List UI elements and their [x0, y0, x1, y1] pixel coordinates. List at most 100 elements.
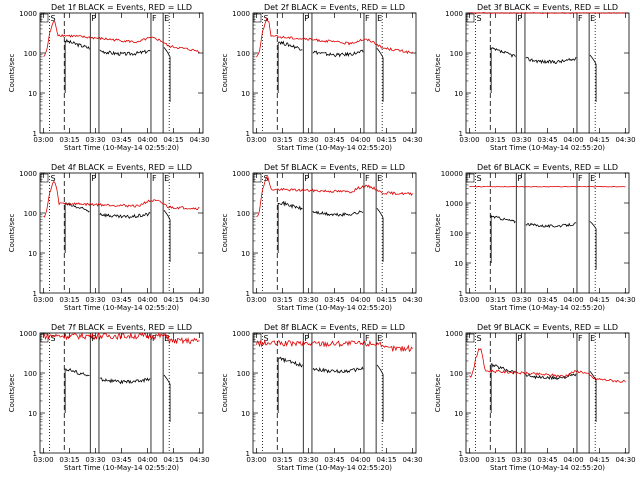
chart-title: Det 8f BLACK = Events, RED = LLD [264, 323, 405, 332]
marker-label: S [477, 174, 482, 183]
marker-label: F [365, 14, 370, 23]
marker-box [40, 333, 49, 343]
y-axis-label: Counts/sec [434, 54, 442, 93]
y-axis-label: Counts/sec [8, 54, 16, 93]
y-tick-label: 100 [237, 370, 250, 378]
events-series-segment [312, 366, 364, 374]
x-tick-label: 04:15 [163, 456, 183, 464]
x-axis-label: Start Time (10-May-14 02:55:20) [277, 304, 392, 312]
y-axis-label: Counts/sec [221, 54, 229, 93]
y-axis-label: Counts/sec [221, 374, 229, 413]
x-tick-label: 03:15 [272, 456, 292, 464]
events-series-segment [64, 368, 90, 413]
y-tick-label: 1 [459, 130, 463, 138]
x-tick-label: 04:15 [163, 296, 183, 304]
y-tick-label: 1 [33, 450, 37, 458]
x-tick-label: 04:00 [350, 456, 370, 464]
chart-title: Det 9f BLACK = Events, RED = LLD [477, 323, 618, 332]
y-tick-label: 1000 [232, 330, 250, 338]
y-axis-label: Counts/sec [8, 214, 16, 253]
events-series-segment [525, 373, 577, 381]
marker-label: P [517, 174, 522, 183]
x-axis-label: Start Time (10-May-14 02:55:20) [277, 144, 392, 152]
y-tick-label: 100 [24, 50, 37, 58]
x-tick-label: 03:45 [324, 296, 344, 304]
x-tick-label: 04:30 [402, 296, 422, 304]
y-tick-label: 100 [24, 370, 37, 378]
x-tick-label: 03:15 [485, 296, 505, 304]
chart-panel-7: Det 7f BLACK = Events, RED = LLD 1 10 100 10… [8, 323, 210, 472]
y-tick-label: 100 [237, 50, 250, 58]
events-series-segment [312, 49, 364, 58]
y-tick-label: 100 [237, 210, 250, 218]
x-tick-label: 04:15 [376, 456, 396, 464]
marker-label: E [164, 334, 169, 343]
marker-label: F [152, 14, 157, 23]
marker-box [40, 173, 49, 183]
x-tick-label: 03:00 [459, 136, 479, 144]
y-tick-label: 10 [454, 90, 463, 98]
x-tick-label: 03:15 [272, 136, 292, 144]
marker-label: P [91, 14, 96, 23]
y-tick-label: 1 [246, 130, 250, 138]
marker-box [466, 333, 475, 343]
marker-label: E [377, 174, 382, 183]
marker-label: P [91, 334, 96, 343]
x-axis-label: Start Time (10-May-14 02:55:20) [490, 464, 605, 472]
x-axis-label: Start Time (10-May-14 02:55:20) [64, 464, 179, 472]
marker-label: P [304, 334, 309, 343]
marker-label: E [590, 334, 595, 343]
y-tick-label: 10 [454, 260, 463, 268]
x-tick-label: 04:00 [350, 296, 370, 304]
y-tick-label: 10 [241, 250, 250, 258]
chart-title: Det 2f BLACK = Events, RED = LLD [264, 3, 405, 12]
x-tick-label: 04:15 [589, 296, 609, 304]
marker-label: S [51, 174, 56, 183]
events-series-segment [163, 210, 171, 262]
x-tick-label: 03:15 [59, 296, 79, 304]
events-series-segment [589, 54, 597, 102]
chart-panel-6: Det 6f BLACK = Events, RED = LLD 1 10 100 10… [434, 163, 636, 312]
x-tick-label: 03:30 [298, 456, 318, 464]
x-tick-label: 03:30 [298, 136, 318, 144]
chart-title: Det 3f BLACK = Events, RED = LLD [477, 3, 618, 12]
y-tick-label: 1000 [232, 10, 250, 18]
x-tick-label: 03:00 [33, 296, 53, 304]
x-tick-label: 04:30 [402, 456, 422, 464]
x-tick-label: 03:00 [459, 456, 479, 464]
x-tick-label: 03:15 [59, 136, 79, 144]
chart-title: Det 6f BLACK = Events, RED = LLD [477, 163, 618, 172]
marker-label: F [365, 174, 370, 183]
x-tick-label: 03:30 [85, 456, 105, 464]
y-tick-label: 100 [450, 230, 463, 238]
marker-label: E [164, 174, 169, 183]
events-series-segment [64, 201, 90, 253]
chart-panel-3: Det 3f BLACK = Events, RED = LLD 1 10 100 10… [434, 3, 636, 152]
x-tick-label: 03:45 [111, 136, 131, 144]
x-tick-label: 04:15 [376, 296, 396, 304]
events-series-segment [277, 40, 303, 93]
x-tick-label: 04:00 [137, 136, 157, 144]
y-tick-label: 1 [459, 290, 463, 298]
y-tick-label: 100 [24, 210, 37, 218]
x-tick-label: 03:00 [246, 296, 266, 304]
lld-series-line [469, 185, 626, 188]
x-axis-label: Start Time (10-May-14 02:55:20) [490, 304, 605, 312]
chart-title: Det 1f BLACK = Events, RED = LLD [51, 3, 192, 12]
x-tick-label: 04:30 [615, 136, 635, 144]
events-series-segment [312, 210, 364, 217]
events-series-segment [277, 356, 303, 413]
y-axis-label: Counts/sec [8, 374, 16, 413]
y-tick-label: 10 [28, 90, 37, 98]
x-tick-label: 03:30 [511, 296, 531, 304]
x-tick-label: 03:45 [111, 296, 131, 304]
x-tick-label: 04:30 [615, 296, 635, 304]
x-tick-label: 04:15 [589, 456, 609, 464]
x-tick-label: 03:15 [485, 136, 505, 144]
x-tick-label: 03:30 [511, 136, 531, 144]
lld-series-line [256, 176, 413, 218]
y-tick-label: 100 [450, 370, 463, 378]
events-series-segment [376, 364, 384, 422]
x-tick-label: 03:30 [85, 136, 105, 144]
x-tick-label: 04:15 [376, 136, 396, 144]
